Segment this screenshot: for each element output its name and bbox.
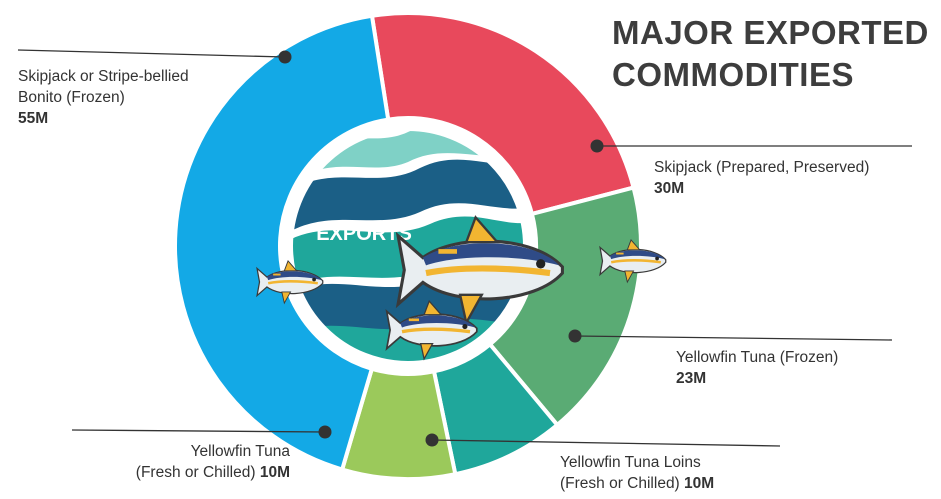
leader-dot-1 — [590, 139, 604, 153]
slice-label-line-1: Skipjack (Prepared, Preserved) — [654, 159, 870, 176]
slice-label-yellowfin-frozen: Yellowfin Tuna (Frozen) 23M — [676, 347, 916, 389]
tuna-fish-icon — [599, 239, 667, 284]
leader-dot-2 — [568, 329, 582, 343]
slice-label-yellowfin-fresh: Yellowfin Tuna (Fresh or Chilled) 10M — [40, 441, 290, 483]
tuna-fish-group — [256, 215, 667, 361]
tuna-fish-icon — [395, 215, 564, 326]
center-label: EXPORTS — [316, 223, 412, 245]
slice-value: 55M — [18, 110, 49, 127]
leader-line-4 — [71, 429, 326, 433]
slice-value: 10M — [684, 475, 715, 492]
leader-line-3 — [431, 439, 781, 447]
slice-value: 23M — [676, 370, 707, 387]
leader-dot-4 — [318, 425, 332, 439]
slice-label-line-2: Bonito (Frozen) — [18, 89, 125, 106]
slice-label-line-2: (Fresh or Chilled) — [135, 464, 256, 481]
slice-label-skipjack-frozen: Skipjack or Stripe-bellied Bonito (Froze… — [18, 66, 258, 129]
leader-lines — [17, 49, 912, 447]
slice-label-yellowfin-loins: Yellowfin Tuna Loins (Fresh or Chilled) … — [560, 452, 800, 494]
tuna-fish-icon — [385, 299, 478, 361]
leader-dot-3 — [425, 433, 439, 447]
slice-value: 30M — [654, 180, 685, 197]
leader-line-2 — [574, 335, 893, 341]
leader-dot-0 — [278, 50, 292, 64]
slice-label-line-1: Yellowfin Tuna (Frozen) — [676, 349, 839, 366]
slice-label-line-1: Yellowfin Tuna Loins — [560, 454, 701, 471]
title-line-2: COMMODITIES — [612, 56, 854, 93]
slice-label-line-1: Skipjack or Stripe-bellied — [18, 68, 189, 85]
chart-title: MAJOR EXPORTED COMMODITIES — [612, 12, 932, 96]
slice-value: 10M — [259, 464, 290, 481]
tuna-fish-icon — [256, 260, 324, 305]
title-line-1: MAJOR EXPORTED — [612, 14, 929, 51]
slice-label-line-1: Yellowfin Tuna — [190, 443, 290, 460]
leader-line-0 — [17, 49, 286, 58]
slice-label-skipjack-prepared: Skipjack (Prepared, Preserved) 30M — [654, 157, 934, 199]
slice-label-line-2: (Fresh or Chilled) — [560, 475, 680, 492]
